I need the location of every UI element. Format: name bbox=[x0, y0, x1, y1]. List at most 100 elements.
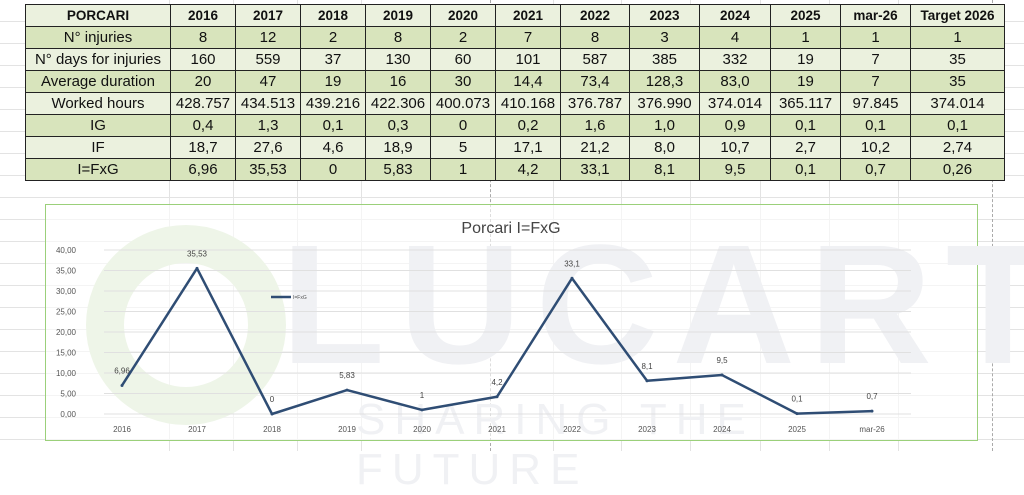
table-cell: 19 bbox=[770, 70, 841, 93]
data-label: 8,1 bbox=[641, 362, 653, 371]
table-cell: 434.513 bbox=[235, 92, 301, 115]
table-row: Average duration 20 47 19 16 30 14,4 73,4 128,3 8… bbox=[25, 70, 1005, 93]
data-point bbox=[345, 388, 349, 392]
table-cell: 9,5 bbox=[699, 158, 771, 181]
table-cell: 428.757 bbox=[170, 92, 236, 115]
table-cell: 4,2 bbox=[495, 158, 561, 181]
line-chart: Porcari I=FxG 0,00 5,00 10,00 15,00 20,00 25,0… bbox=[56, 220, 911, 434]
x-tick-label: 2016 bbox=[113, 425, 131, 434]
table-cell: 35,53 bbox=[235, 158, 301, 181]
table-cell: 8 bbox=[560, 26, 630, 49]
row-label: Average duration bbox=[25, 70, 171, 93]
y-tick-label: 40,00 bbox=[56, 246, 77, 255]
data-point bbox=[570, 276, 574, 280]
table-cell: 35 bbox=[910, 48, 1005, 71]
table-cell: 35 bbox=[910, 70, 1005, 93]
table-cell: 0,1 bbox=[770, 114, 841, 137]
table-cell: 83,0 bbox=[699, 70, 771, 93]
y-tick-label: 20,00 bbox=[56, 328, 77, 337]
y-tick-label: 5,00 bbox=[60, 390, 76, 399]
header-row: PORCARI 2016 2017 2018 2019 2020 2021 2022 2023 2… bbox=[25, 4, 1005, 27]
y-tick-label: 35,00 bbox=[56, 267, 77, 276]
table-cell: 8 bbox=[170, 26, 236, 49]
table-cell: 73,4 bbox=[560, 70, 630, 93]
row-label: Worked hours bbox=[25, 92, 171, 115]
table-cell: 374.014 bbox=[699, 92, 771, 115]
table-cell: 37 bbox=[300, 48, 366, 71]
table-cell: 18,9 bbox=[365, 136, 431, 159]
table-cell: 33,1 bbox=[560, 158, 630, 181]
table-cell: 0,1 bbox=[770, 158, 841, 181]
page-break-line bbox=[992, 0, 993, 451]
data-label: 0,1 bbox=[791, 395, 803, 404]
table-cell: 4,6 bbox=[300, 136, 366, 159]
column-header: 2024 bbox=[699, 4, 771, 27]
column-header: 2016 bbox=[170, 4, 236, 27]
data-label: 33,1 bbox=[564, 259, 580, 268]
data-point bbox=[795, 412, 799, 416]
table-row: N° days for injuries 160 559 37 130 60 101 587 3… bbox=[25, 48, 1005, 71]
table-row: IF 18,7 27,6 4,6 18,9 5 17,1 21,2 8,0 10,7 2,7 10,2… bbox=[25, 136, 1005, 159]
data-label: 1 bbox=[420, 391, 425, 400]
table-row: Worked hours 428.757 434.513 439.216 422.306… bbox=[25, 92, 1005, 115]
table-cell: 0,9 bbox=[699, 114, 771, 137]
table-cell: 10,2 bbox=[840, 136, 911, 159]
table-cell: 385 bbox=[629, 48, 700, 71]
y-tick-label: 10,00 bbox=[56, 369, 77, 378]
y-tick-label: 30,00 bbox=[56, 287, 77, 296]
row-label: N° injuries bbox=[25, 26, 171, 49]
data-label: 9,5 bbox=[716, 356, 728, 365]
table-cell: 2,74 bbox=[910, 136, 1005, 159]
table-cell: 559 bbox=[235, 48, 301, 71]
x-tick-label: 2023 bbox=[638, 425, 656, 434]
table-cell: 7 bbox=[495, 26, 561, 49]
table-cell: 10,7 bbox=[699, 136, 771, 159]
table-cell: 0 bbox=[430, 114, 496, 137]
data-label: 6,96 bbox=[114, 366, 130, 375]
column-header: 2020 bbox=[430, 4, 496, 27]
table-cell: 8,1 bbox=[629, 158, 700, 181]
column-header: 2017 bbox=[235, 4, 301, 27]
table-cell: 0 bbox=[300, 158, 366, 181]
data-point bbox=[720, 373, 724, 377]
table-cell: 374.014 bbox=[910, 92, 1005, 115]
table-cell: 0,1 bbox=[300, 114, 366, 137]
table-cell: 400.073 bbox=[430, 92, 496, 115]
row-label: IG bbox=[25, 114, 171, 137]
table-cell: 7 bbox=[840, 48, 911, 71]
table-cell: 16 bbox=[365, 70, 431, 93]
x-tick-label: 2024 bbox=[713, 425, 731, 434]
column-header: 2022 bbox=[560, 4, 630, 27]
table-cell: 30 bbox=[430, 70, 496, 93]
data-label: 35,53 bbox=[187, 249, 208, 258]
table-cell: 97.845 bbox=[840, 92, 911, 115]
table-cell: 0,3 bbox=[365, 114, 431, 137]
table-cell: 21,2 bbox=[560, 136, 630, 159]
table-cell: 1 bbox=[770, 26, 841, 49]
table-cell: 19 bbox=[770, 48, 841, 71]
table-cell: 27,6 bbox=[235, 136, 301, 159]
x-tick-label: 2017 bbox=[188, 425, 206, 434]
table-cell: 332 bbox=[699, 48, 771, 71]
table-cell: 376.990 bbox=[629, 92, 700, 115]
table-cell: 587 bbox=[560, 48, 630, 71]
injury-stats-table: PORCARI 2016 2017 2018 2019 2020 2021 2022 2023 2… bbox=[25, 4, 1005, 181]
x-tick-label: 2018 bbox=[263, 425, 281, 434]
table-cell: 1,6 bbox=[560, 114, 630, 137]
data-label: 0 bbox=[270, 395, 275, 404]
table-cell: 60 bbox=[430, 48, 496, 71]
table-cell: 7 bbox=[840, 70, 911, 93]
y-tick-label: 0,00 bbox=[60, 410, 76, 419]
x-tick-label: 2025 bbox=[788, 425, 806, 434]
column-header: Target 2026 bbox=[910, 4, 1005, 27]
chart-area[interactable]: LUCART SHARING THE FUTURE Porcari I=FxG 0… bbox=[45, 204, 1024, 494]
table-cell: 1 bbox=[430, 158, 496, 181]
column-header: 2021 bbox=[495, 4, 561, 27]
table-cell: 17,1 bbox=[495, 136, 561, 159]
table-cell: 101 bbox=[495, 48, 561, 71]
table-cell: 14,4 bbox=[495, 70, 561, 93]
data-label: 0,7 bbox=[866, 392, 878, 401]
table-cell: 18,7 bbox=[170, 136, 236, 159]
row-label: IF bbox=[25, 136, 171, 159]
data-point bbox=[120, 383, 124, 387]
